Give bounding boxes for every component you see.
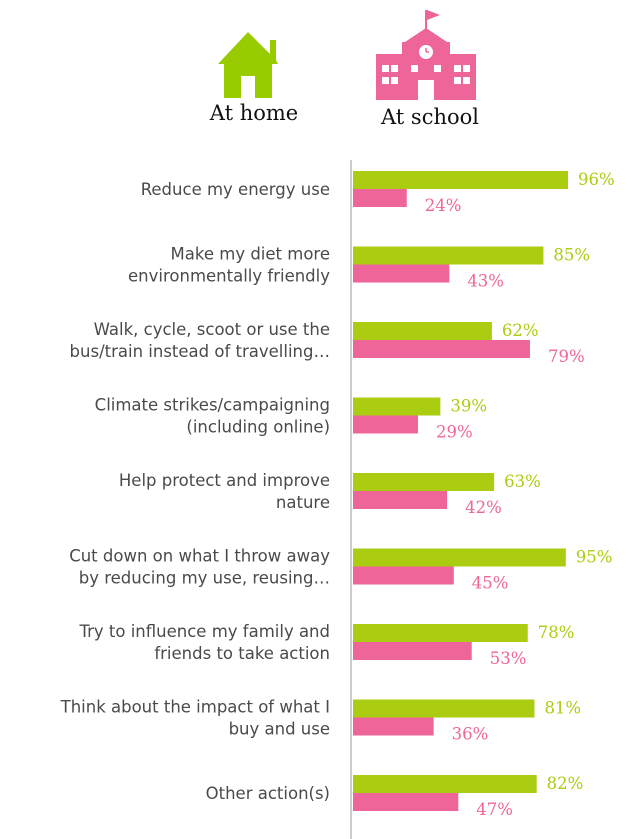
school-building-icon <box>376 10 476 100</box>
legend-label-home: At home <box>209 101 298 125</box>
bar-at-home <box>353 624 528 642</box>
category-label: nature <box>276 493 330 512</box>
value-label-at-home: 78% <box>538 623 575 642</box>
bar-at-school <box>353 793 459 811</box>
bar-at-home <box>353 397 441 416</box>
bar-at-home <box>353 699 535 718</box>
category-label: by reducing my use, reusing… <box>79 569 330 588</box>
value-label-at-home: 63% <box>504 472 541 491</box>
bar-at-school <box>353 340 530 358</box>
bar-at-home <box>353 322 492 340</box>
legend-label-school: At school <box>380 105 479 129</box>
bar-at-school <box>353 642 472 660</box>
value-label-at-school: 79% <box>548 347 585 366</box>
value-label-at-home: 82% <box>547 774 584 793</box>
bar-at-school <box>353 415 418 434</box>
bar-at-school <box>353 491 448 509</box>
value-label-at-home: 96% <box>578 170 615 189</box>
category-label: (including online) <box>186 418 330 437</box>
category-label: Make my diet more <box>171 245 330 264</box>
category-label: Reduce my energy use <box>141 180 330 199</box>
value-label-at-school: 24% <box>425 196 462 215</box>
bar-at-school <box>353 189 407 207</box>
bar-at-home <box>353 473 495 491</box>
value-label-at-school: 36% <box>452 725 489 744</box>
plot-area: Reduce my energy use 96% 24% Make my diet m… <box>60 170 615 819</box>
value-label-at-home: 81% <box>544 699 581 718</box>
value-label-at-home: 95% <box>576 548 613 567</box>
bar-at-home <box>353 548 566 567</box>
value-label-at-school: 53% <box>490 649 527 668</box>
house-icon <box>218 32 278 98</box>
value-label-at-school: 43% <box>467 272 504 291</box>
bar-at-school <box>353 566 454 585</box>
category-label: Climate strikes/campaigning <box>95 396 330 415</box>
category-label: Try to influence my family and <box>78 622 330 641</box>
category-label: friends to take action <box>154 644 330 663</box>
value-label-at-home: 62% <box>502 321 539 340</box>
bar-at-school <box>353 717 434 736</box>
bar-at-home <box>353 775 537 793</box>
value-label-at-home: 85% <box>553 246 590 265</box>
value-label-at-home: 39% <box>450 397 487 416</box>
bar-at-home <box>353 246 544 265</box>
value-label-at-school: 45% <box>472 574 509 593</box>
bar-at-school <box>353 264 450 283</box>
category-label: Walk, cycle, scoot or use the <box>94 320 330 339</box>
category-label: Other action(s) <box>206 784 330 803</box>
category-label: Cut down on what I throw away <box>69 547 330 566</box>
value-label-at-school: 42% <box>465 498 502 517</box>
value-label-at-school: 29% <box>436 423 473 442</box>
category-label: Help protect and improve <box>119 471 330 490</box>
category-label: environmentally friendly <box>128 267 330 286</box>
value-label-at-school: 47% <box>476 800 513 819</box>
category-label: Think about the impact of what I <box>60 698 330 717</box>
category-label: buy and use <box>229 720 330 739</box>
bar-at-home <box>353 171 569 189</box>
category-label: bus/train instead of travelling… <box>70 342 330 361</box>
